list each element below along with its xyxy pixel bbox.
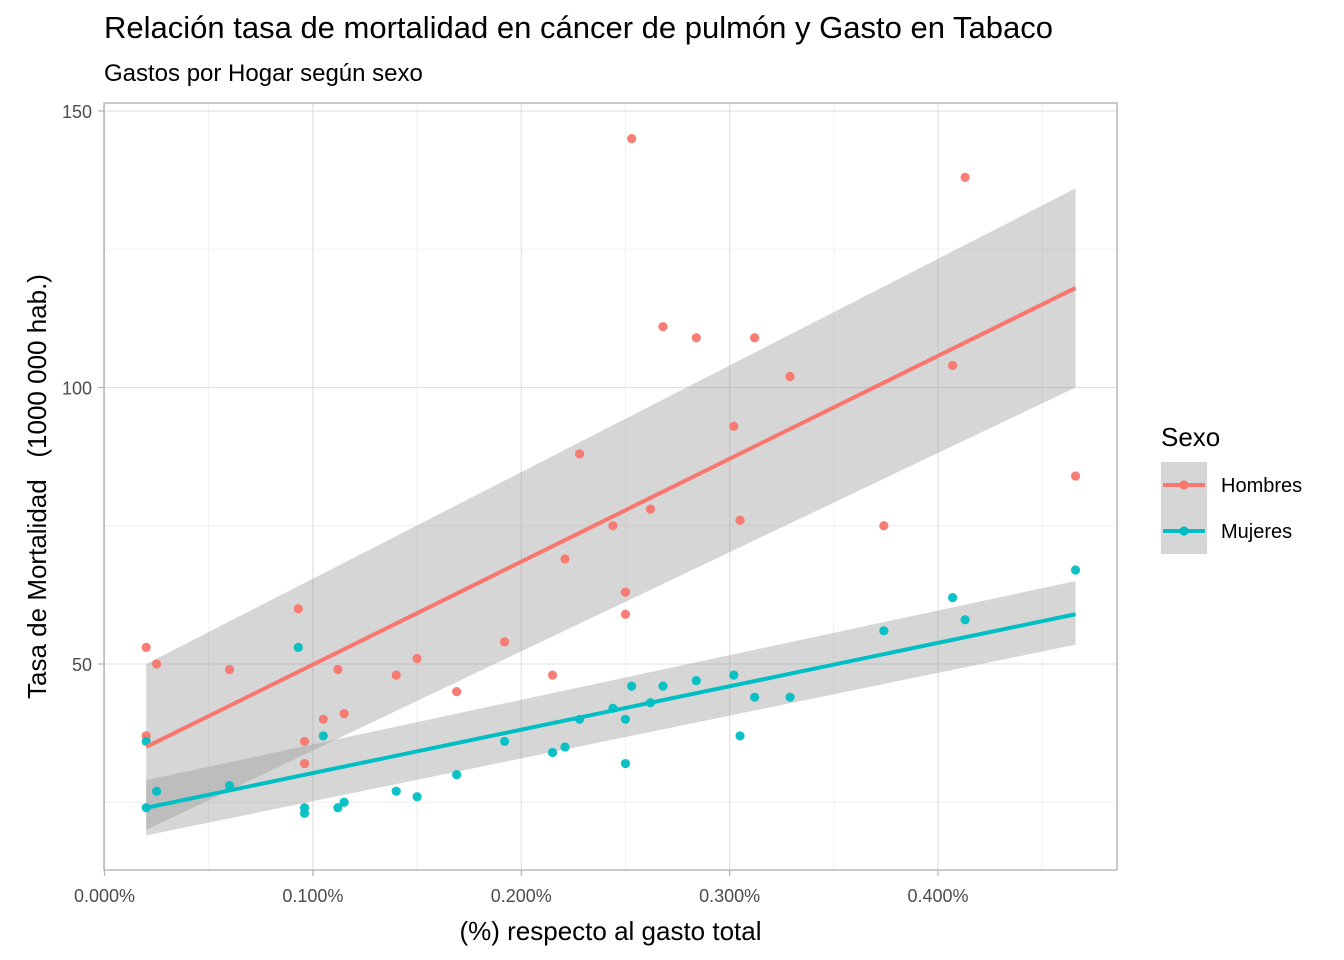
panel-border bbox=[103, 102, 1118, 871]
point-hombres bbox=[620, 609, 631, 619]
point-mujeres bbox=[658, 681, 668, 691]
point-hombres bbox=[729, 421, 739, 431]
x-tick-label: 0.100% bbox=[282, 886, 343, 906]
point-hombres bbox=[658, 322, 668, 332]
point-hombres bbox=[224, 664, 235, 675]
point-mujeres bbox=[318, 731, 328, 741]
point-hombres bbox=[151, 659, 162, 669]
x-tick-label: 0.400% bbox=[907, 886, 968, 906]
y-tick-label: 150 bbox=[62, 102, 92, 122]
point-mujeres bbox=[729, 670, 739, 680]
point-hombres bbox=[339, 709, 349, 719]
point-mujeres bbox=[151, 786, 162, 796]
point-hombres bbox=[574, 449, 585, 459]
point-mujeres bbox=[750, 692, 760, 702]
point-mujeres bbox=[547, 747, 558, 758]
point-hombres bbox=[785, 371, 795, 382]
fit-line-mujeres bbox=[145, 612, 1076, 810]
point-mujeres bbox=[620, 758, 631, 769]
point-hombres bbox=[293, 604, 303, 614]
point-hombres bbox=[750, 333, 760, 343]
point-hombres bbox=[645, 504, 656, 514]
point-hombres bbox=[879, 521, 889, 531]
point-hombres bbox=[412, 653, 422, 664]
point-hombres bbox=[547, 670, 558, 680]
point-hombres bbox=[627, 134, 637, 144]
point-hombres bbox=[333, 664, 343, 675]
x-tick-label: 0.200% bbox=[491, 886, 552, 906]
point-mujeres bbox=[339, 797, 349, 807]
point-hombres bbox=[960, 172, 970, 182]
x-tick-label: 0.300% bbox=[699, 886, 760, 906]
point-mujeres bbox=[452, 770, 462, 780]
legend-label-mujeres: Mujeres bbox=[1221, 521, 1292, 543]
point-mujeres bbox=[620, 714, 631, 724]
point-hombres bbox=[608, 521, 618, 531]
legend: Sexo Hombres Mujeres bbox=[1161, 422, 1302, 554]
legend-key-point bbox=[1179, 526, 1189, 536]
point-mujeres bbox=[879, 626, 889, 636]
point-hombres bbox=[560, 554, 570, 564]
point-hombres bbox=[318, 714, 328, 724]
x-axis-title: (%) respecto al gasto total bbox=[459, 916, 761, 946]
chart-title: Relación tasa de mortalidad en cáncer de… bbox=[104, 10, 1053, 45]
legend-label-hombres: Hombres bbox=[1221, 475, 1302, 497]
point-mujeres bbox=[333, 803, 343, 813]
point-hombres bbox=[452, 687, 462, 697]
point-mujeres bbox=[947, 593, 958, 603]
confidence-ribbons bbox=[146, 188, 1076, 836]
point-mujeres bbox=[627, 681, 637, 691]
point-hombres bbox=[620, 587, 631, 597]
x-axis-ticks: 0.000% 0.100% 0.200% 0.300% 0.400% bbox=[74, 870, 969, 906]
point-mujeres bbox=[960, 615, 970, 625]
point-hombres bbox=[735, 515, 745, 525]
point-mujeres bbox=[499, 736, 510, 747]
fit-lines bbox=[145, 286, 1077, 810]
point-mujeres bbox=[299, 803, 310, 813]
point-hombres bbox=[391, 670, 401, 680]
fit-line-hombres bbox=[145, 286, 1077, 749]
confidence-band-hombres bbox=[146, 188, 1076, 830]
point-mujeres bbox=[560, 742, 570, 752]
point-mujeres bbox=[691, 675, 701, 686]
point-mujeres bbox=[735, 731, 745, 741]
y-tick-label: 100 bbox=[62, 379, 92, 399]
point-hombres bbox=[499, 637, 510, 647]
point-hombres bbox=[299, 736, 310, 747]
chart-subtitle: Gastos por Hogar según sexo bbox=[104, 60, 423, 87]
x-tick-label: 0.000% bbox=[74, 886, 135, 906]
point-hombres bbox=[947, 360, 958, 370]
point-hombres bbox=[299, 758, 310, 769]
point-hombres bbox=[141, 642, 151, 653]
point-mujeres bbox=[293, 642, 303, 653]
y-axis-ticks: 50 100 150 bbox=[62, 102, 104, 675]
point-mujeres bbox=[785, 692, 795, 702]
point-mujeres bbox=[412, 792, 422, 802]
point-mujeres bbox=[1070, 565, 1081, 575]
y-tick-label: 50 bbox=[72, 655, 92, 675]
point-hombres bbox=[691, 333, 701, 343]
data-points bbox=[141, 134, 1081, 818]
point-mujeres bbox=[391, 786, 401, 796]
legend-key-point bbox=[1179, 480, 1189, 490]
y-axis-title: Tasa de Mortalidad (1000 000 hab.) bbox=[22, 274, 52, 699]
point-hombres bbox=[1070, 471, 1081, 481]
legend-title: Sexo bbox=[1161, 422, 1220, 452]
